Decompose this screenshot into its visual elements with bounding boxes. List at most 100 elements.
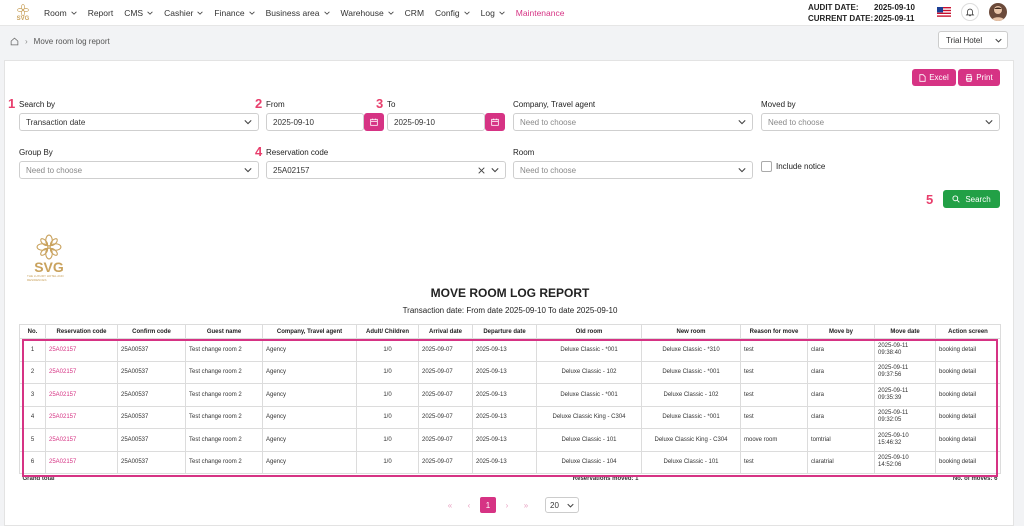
column-header: Confirm code xyxy=(117,324,186,339)
cell-no: 4 xyxy=(19,405,46,429)
cell-old-room: Deluxe Classic - *001 xyxy=(536,338,642,362)
move-date-day: 2025-09-10 xyxy=(878,455,909,462)
include-notice-checkbox[interactable] xyxy=(761,161,772,172)
prev-page-button[interactable]: ‹ xyxy=(467,500,471,510)
search-icon xyxy=(952,195,960,203)
cell-action-screen: booking detail xyxy=(935,428,1001,452)
main-nav: Room Report CMS Cashier Finance Business area… xyxy=(44,8,575,18)
company-select[interactable]: Need to choose xyxy=(513,113,753,131)
group-by-placeholder: Need to choose xyxy=(26,165,83,175)
moved-by-label: Moved by xyxy=(761,100,796,109)
moved-by-select[interactable]: Need to choose xyxy=(761,113,1000,131)
group-by-label: Group By xyxy=(19,148,53,157)
column-header: Move by xyxy=(807,324,875,339)
from-label: From xyxy=(266,100,285,109)
to-calendar-button[interactable] xyxy=(485,113,505,131)
chevron-down-icon xyxy=(244,120,252,125)
move-date-time: 15:46:32 xyxy=(878,439,902,446)
cell-confirm-code: 25A00537 xyxy=(117,428,186,452)
cell-move-by: clara xyxy=(807,383,875,407)
excel-label: Excel xyxy=(929,73,949,82)
room-placeholder: Need to choose xyxy=(520,165,577,175)
group-by-select[interactable]: Need to choose xyxy=(19,161,259,179)
nav-item-business-area[interactable]: Business area xyxy=(266,8,330,18)
home-icon[interactable] xyxy=(10,37,19,46)
marker-1: 1 xyxy=(8,96,16,111)
cell-company: Agency xyxy=(262,360,357,384)
reservation-code-link[interactable]: 25A02157 xyxy=(45,428,118,452)
from-date-input[interactable]: 2025-09-10 xyxy=(266,113,364,131)
reservation-code-label: Reservation code xyxy=(266,148,329,157)
print-button[interactable]: Print xyxy=(958,69,1000,86)
column-header: Action screen xyxy=(935,324,1001,339)
nav-item-crm[interactable]: CRM xyxy=(405,8,424,18)
cell-confirm-code: 25A00537 xyxy=(117,383,186,407)
chevron-right-icon: › xyxy=(25,36,28,46)
table-row: 3 25A02157 25A00537 Test change room 2 Agenc… xyxy=(19,383,1001,407)
us-flag-icon[interactable] xyxy=(937,7,951,17)
to-date-input[interactable]: 2025-09-10 xyxy=(387,113,485,131)
cell-company: Agency xyxy=(262,428,357,452)
page-1-button[interactable]: 1 xyxy=(480,497,496,513)
report-subtitle: Transaction date: From date 2025-09-10 T… xyxy=(402,306,618,315)
next-page-button[interactable]: › xyxy=(505,500,509,510)
last-page-button[interactable]: » xyxy=(523,500,529,510)
chevron-down-icon xyxy=(738,120,746,125)
report-title: MOVE ROOM LOG REPORT xyxy=(430,286,590,300)
cell-new-room: Deluxe Classic - 101 xyxy=(641,450,741,474)
chevron-down-icon xyxy=(567,503,574,508)
no-of-moves: No. of moves: 6 xyxy=(641,473,1001,485)
breadcrumb-bar: › Move room log report xyxy=(0,27,1024,55)
column-header: No. xyxy=(19,324,46,339)
nav-item-label: Business area xyxy=(265,7,320,18)
reservation-code-link[interactable]: 25A02157 xyxy=(45,383,118,407)
nav-item-cms[interactable]: CMS xyxy=(124,8,153,18)
moved-by-placeholder: Need to choose xyxy=(768,117,825,127)
cell-old-room: Deluxe Classic - 101 xyxy=(536,428,642,452)
reservation-code-link[interactable]: 25A02157 xyxy=(45,360,118,384)
calendar-icon xyxy=(491,118,499,126)
cell-arrival: 2025-09-07 xyxy=(418,405,473,429)
reservation-code-link[interactable]: 25A02157 xyxy=(45,450,118,474)
nav-item-config[interactable]: Config xyxy=(435,8,470,18)
company-label: Company, Travel agent xyxy=(513,100,596,109)
nav-item-room[interactable]: Room xyxy=(44,8,77,18)
table-row: 1 25A02157 25A00537 Test change room 2 Agenc… xyxy=(19,338,1001,362)
reservation-code-select[interactable]: 25A02157 xyxy=(266,161,506,179)
search-by-value: Transaction date xyxy=(26,117,86,127)
room-select[interactable]: Need to choose xyxy=(513,161,753,179)
cell-departure: 2025-09-13 xyxy=(472,405,537,429)
reservation-code-link[interactable]: 25A02157 xyxy=(45,405,118,429)
logo[interactable]: SVG xyxy=(8,1,38,25)
page-size-select[interactable]: 20 xyxy=(545,497,579,513)
notification-bell-button[interactable] xyxy=(961,3,979,21)
chevron-down-icon xyxy=(147,11,153,15)
excel-button[interactable]: Excel xyxy=(912,69,956,86)
reservation-code-link[interactable]: 25A02157 xyxy=(45,338,118,362)
search-by-select[interactable]: Transaction date xyxy=(19,113,259,131)
hotel-select[interactable]: Trial Hotel xyxy=(938,31,1008,49)
nav-item-warehouse[interactable]: Warehouse xyxy=(341,8,394,18)
nav-item-log[interactable]: Log xyxy=(481,8,505,18)
cell-reason: test xyxy=(740,360,808,384)
avatar[interactable] xyxy=(989,3,1007,21)
cell-move-by: clara xyxy=(807,338,875,362)
cell-action-screen: booking detail xyxy=(935,450,1001,474)
nav-item-report[interactable]: Report xyxy=(88,8,114,18)
cell-old-room: Deluxe Classic - *001 xyxy=(536,383,642,407)
bell-icon xyxy=(965,8,975,17)
cell-adult-children: 1/0 xyxy=(356,428,419,452)
nav-item-maintenance[interactable]: Maintenance xyxy=(516,8,565,18)
nav-item-cashier[interactable]: Cashier xyxy=(164,8,204,18)
search-button[interactable]: Search xyxy=(943,190,1000,208)
chevron-down-icon xyxy=(70,11,77,15)
first-page-button[interactable]: « xyxy=(447,500,453,510)
print-label: Print xyxy=(976,73,993,82)
clear-icon[interactable] xyxy=(478,166,485,174)
avatar-image xyxy=(991,6,1005,21)
from-calendar-button[interactable] xyxy=(364,113,384,131)
nav-item-finance[interactable]: Finance xyxy=(214,8,255,18)
cell-reason: moove room xyxy=(740,428,808,452)
cell-adult-children: 1/0 xyxy=(356,383,419,407)
grand-total-label: Grand total xyxy=(19,473,186,485)
